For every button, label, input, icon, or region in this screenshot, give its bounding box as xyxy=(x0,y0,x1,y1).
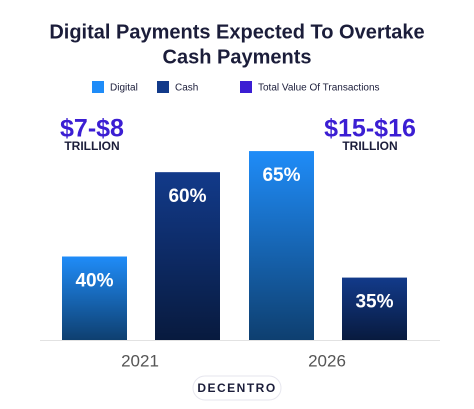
annotation: $15-$16 xyxy=(324,115,416,143)
value-label: 35% xyxy=(355,292,393,313)
bar-shade xyxy=(155,172,220,340)
legend-swatch xyxy=(240,81,252,93)
value-label: 60% xyxy=(168,186,206,207)
logo: DECENTRO xyxy=(197,381,276,395)
legend-label: Total Value Of Transactions xyxy=(258,83,380,94)
annotation-sub: TRILLION xyxy=(64,139,119,153)
bar-shade xyxy=(342,277,407,340)
bar-shade xyxy=(249,151,314,340)
annotation-sub: TRILLION xyxy=(342,139,397,153)
x-tick-label: 2026 xyxy=(308,351,346,370)
logo-pill xyxy=(192,375,282,401)
x-tick-label: 2021 xyxy=(121,351,159,370)
legend-label: Digital xyxy=(110,83,138,94)
legend-swatch xyxy=(92,81,104,93)
legend-swatch xyxy=(157,81,169,93)
annotation: $7-$8 xyxy=(60,115,124,143)
chart-subtitle: Cash Payments xyxy=(163,46,312,68)
chart-title: Digital Payments Expected To Overtake xyxy=(49,21,424,43)
legend-label: Cash xyxy=(175,83,198,94)
bar-shade xyxy=(62,256,127,340)
value-label: 65% xyxy=(262,165,300,186)
value-label: 40% xyxy=(75,271,113,292)
